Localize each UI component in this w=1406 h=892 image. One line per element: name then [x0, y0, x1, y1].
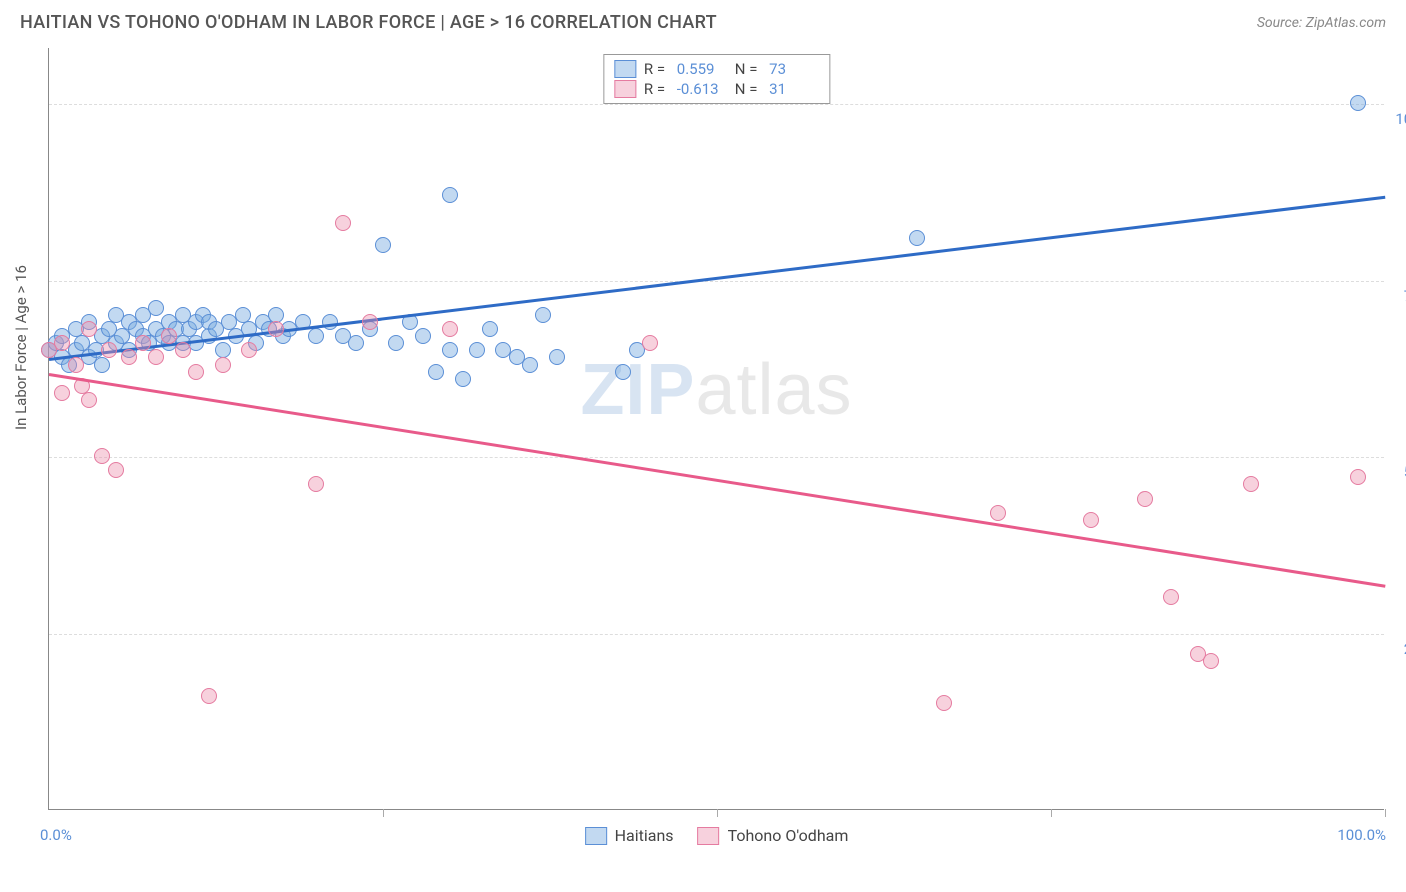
tohono-point	[215, 357, 231, 373]
y-tick-label: 100.0%	[1389, 110, 1406, 128]
haitian-point	[535, 307, 551, 323]
tohono-point	[175, 342, 191, 358]
tohono-point	[148, 349, 164, 365]
tohono-point	[335, 215, 351, 231]
tohono-point	[241, 342, 257, 358]
tohono-point	[442, 321, 458, 337]
haitian-point	[549, 349, 565, 365]
legend-item: Haitians	[585, 826, 674, 845]
tohono-point	[68, 357, 84, 373]
x-tick	[717, 809, 718, 817]
haitian-point	[1350, 95, 1366, 111]
haitian-point	[428, 364, 444, 380]
haitian-point	[455, 371, 471, 387]
x-tick	[383, 809, 384, 817]
haitian-point	[522, 357, 538, 373]
x-axis-min-label: 0.0%	[40, 826, 72, 844]
tohono-point	[1137, 491, 1153, 507]
series-legend: Haitians Tohono O'odham	[585, 826, 849, 845]
tohono-point	[642, 335, 658, 351]
haitian-point	[615, 364, 631, 380]
haitian-point	[94, 357, 110, 373]
tohono-point	[1203, 653, 1219, 669]
watermark: ZIPatlas	[580, 349, 852, 431]
y-tick-label: 75.0%	[1389, 287, 1406, 305]
haitian-point	[469, 342, 485, 358]
tohono-trendline	[49, 373, 1385, 587]
haitian-point	[388, 335, 404, 351]
tohono-point	[108, 462, 124, 478]
haitian-point	[375, 237, 391, 253]
x-axis-max-label: 100.0%	[1337, 826, 1386, 844]
chart-title: HAITIAN VS TOHONO O'ODHAM IN LABOR FORCE…	[20, 12, 717, 33]
legend-row: R = 0.559N = 73	[614, 59, 819, 79]
haitian-point	[308, 328, 324, 344]
haitian-point	[482, 321, 498, 337]
haitian-point	[415, 328, 431, 344]
gridline	[49, 634, 1384, 635]
y-axis-label: In Labor Force | Age > 16	[12, 265, 30, 430]
tohono-point	[1083, 512, 1099, 528]
tohono-point	[81, 392, 97, 408]
y-tick-label: 25.0%	[1389, 640, 1406, 658]
haitian-point	[442, 342, 458, 358]
haitian-point	[348, 335, 364, 351]
x-tick	[1385, 809, 1386, 817]
tohono-point	[362, 314, 378, 330]
tohono-point	[1163, 589, 1179, 605]
y-tick-label: 50.0%	[1389, 463, 1406, 481]
tohono-point	[54, 335, 70, 351]
haitian-point	[909, 230, 925, 246]
gridline	[49, 104, 1384, 105]
tohono-point	[268, 321, 284, 337]
tohono-point	[94, 448, 110, 464]
tohono-point	[161, 328, 177, 344]
tohono-point	[936, 695, 952, 711]
haitian-point	[148, 300, 164, 316]
gridline	[49, 457, 1384, 458]
tohono-point	[188, 364, 204, 380]
tohono-point	[990, 505, 1006, 521]
tohono-point	[201, 688, 217, 704]
legend-row: R = -0.613N = 31	[614, 79, 819, 99]
tohono-point	[81, 321, 97, 337]
tohono-point	[308, 476, 324, 492]
legend-item: Tohono O'odham	[698, 826, 849, 845]
source-attribution: Source: ZipAtlas.com	[1257, 15, 1386, 31]
tohono-point	[1350, 469, 1366, 485]
tohono-point	[1243, 476, 1259, 492]
tohono-point	[135, 335, 151, 351]
gridline	[49, 281, 1384, 282]
correlation-legend: R = 0.559N = 73R = -0.613N = 31	[603, 54, 830, 104]
tohono-point	[54, 385, 70, 401]
tohono-point	[101, 342, 117, 358]
haitian-point	[442, 187, 458, 203]
tohono-point	[121, 349, 137, 365]
x-tick	[1051, 809, 1052, 817]
chart-plot-area: ZIPatlas R = 0.559N = 73R = -0.613N = 31…	[48, 48, 1384, 810]
